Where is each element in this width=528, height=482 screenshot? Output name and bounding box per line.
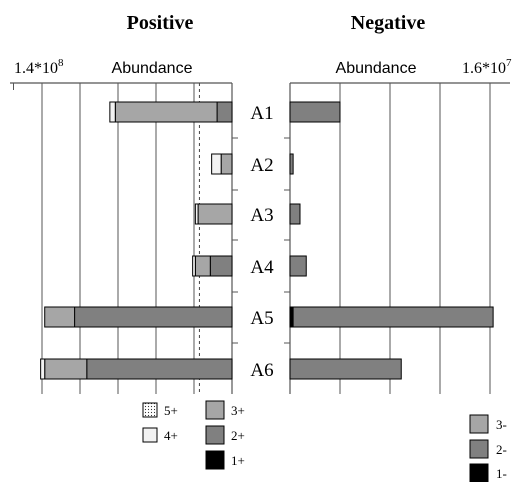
legend-label-2minus: 2- (496, 442, 507, 457)
positive-bar-a3-4plus (194, 203, 199, 225)
legend-label-2plus: 2+ (231, 428, 245, 443)
legend-swatch-3plus (205, 400, 225, 420)
legend-label-1minus: 1- (496, 466, 507, 481)
positive-bar-a2-4plus (211, 153, 222, 175)
positive-axis-label: Abundance (112, 60, 193, 77)
legend-label-4plus: 4+ (164, 428, 178, 443)
positive-bar-a2-3plus (220, 153, 233, 175)
bars (40, 101, 494, 380)
negative-bar-a6-2minus (289, 358, 402, 380)
legend-label-1plus: 1+ (231, 453, 245, 468)
gridlines (13, 83, 491, 394)
negative-title: Negative (351, 12, 426, 34)
positive-bar-a5-3plus (44, 306, 76, 328)
positive-bar-a1-2plus (216, 101, 233, 123)
legend-swatch-4plus (142, 427, 158, 443)
category-label-a6: A6 (250, 360, 273, 381)
legend-swatch-2minus (469, 439, 489, 459)
negative-axis-max-label: 1.6*107 (462, 57, 512, 77)
positive-bar-a5-2plus (74, 306, 233, 328)
positive-bar-a4-4plus (192, 255, 196, 277)
legend-swatch-3minus (469, 414, 489, 434)
positive-bar-a1-3plus (114, 101, 218, 123)
category-label-a2: A2 (250, 155, 273, 176)
legend-label-5plus: 5+ (164, 403, 178, 418)
legend: 5+ 3+ 4+ 2+ 1+ 3- 2- 1- (142, 400, 507, 482)
axes (10, 82, 510, 394)
negative-bar-a3-2minus (289, 203, 301, 225)
category-label-a3: A3 (250, 205, 273, 226)
positive-bar-a6-4plus (40, 358, 46, 380)
negative-bar-a2-2minus (289, 153, 294, 175)
legend-swatch-2plus (205, 425, 225, 445)
negative-bar-a4-2minus (289, 255, 307, 277)
legend-label-3plus: 3+ (231, 403, 245, 418)
positive-bar-a4-3plus (194, 255, 211, 277)
positive-title: Positive (127, 12, 194, 34)
legend-label-3minus: 3- (496, 417, 507, 432)
category-labels: A1 A2 A3 A4 A5 A6 (250, 103, 274, 381)
legend-swatch-5plus (142, 402, 158, 418)
positive-bar-a1-4plus (109, 101, 116, 123)
legend-swatch-1plus (205, 450, 225, 470)
positive-bar-a3-3plus (197, 203, 233, 225)
positive-axis-max-label: 1.4*108 (14, 57, 64, 77)
category-label-a5: A5 (250, 308, 273, 329)
legend-swatch-1minus (469, 463, 489, 482)
positive-bar-a6-3plus (44, 358, 88, 380)
category-label-a4: A4 (250, 257, 274, 278)
category-label-a1: A1 (250, 103, 273, 124)
positive-bar-a4-2plus (209, 255, 233, 277)
negative-axis-label: Abundance (336, 60, 417, 77)
negative-bar-a1-2minus (289, 101, 341, 123)
positive-bar-a6-2plus (86, 358, 233, 380)
negative-bar-a5-2minus (292, 306, 494, 328)
